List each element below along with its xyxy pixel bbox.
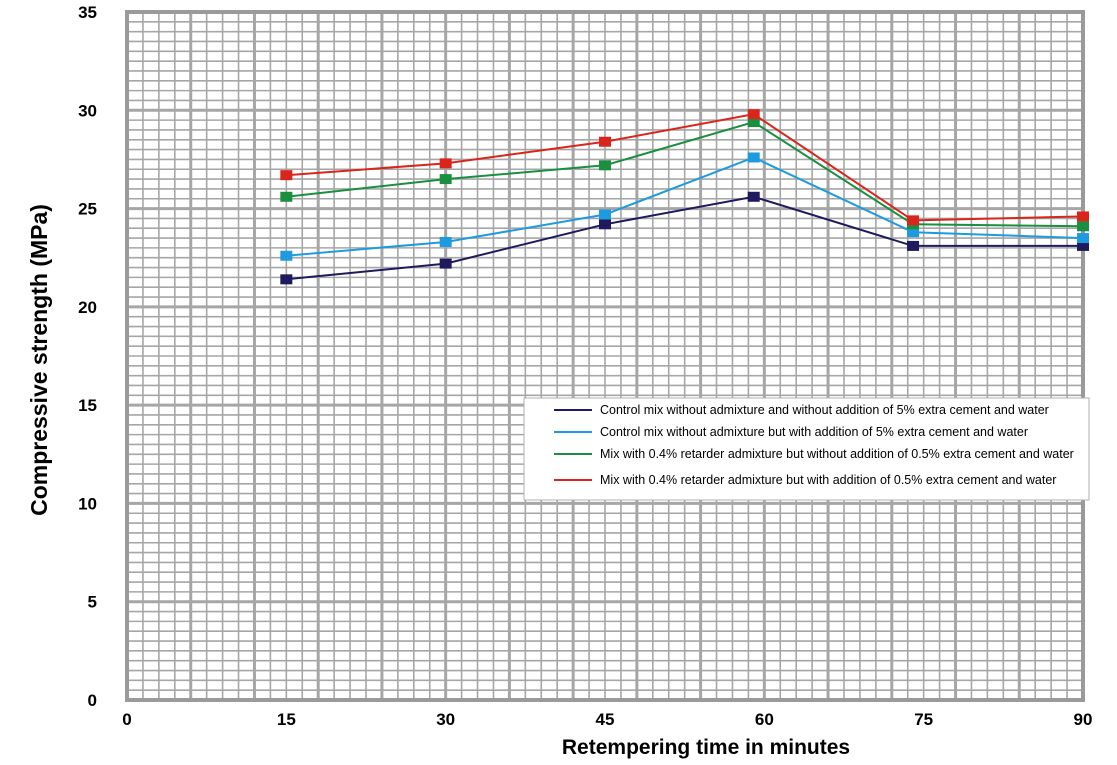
data-point [280,250,293,261]
legend-label: Control mix without admixture but with a… [600,425,1028,439]
x-tick-label: 0 [122,710,131,729]
y-tick-label: 10 [78,494,97,513]
y-tick-label: 15 [78,396,97,415]
series-group [280,109,1089,285]
data-point [599,136,611,147]
data-point [599,219,611,230]
data-point [747,109,760,120]
data-point [1077,211,1089,222]
y-tick-label: 5 [88,593,97,612]
data-point [599,209,611,220]
data-point [439,236,452,247]
data-point [747,152,760,163]
x-tick-label: 45 [596,710,615,729]
series-4 [280,109,1089,226]
grid [125,10,1085,702]
data-point [439,258,452,269]
y-axis-title: Compressive strength (MPa) [26,204,52,516]
x-axis-title: Retempering time in minutes [562,736,850,759]
x-tick-label: 90 [1074,710,1093,729]
y-tick-label: 0 [88,691,97,710]
data-point [439,174,452,185]
data-point [280,274,293,285]
x-tick-label: 60 [755,710,774,729]
y-tick-label: 20 [78,298,97,317]
legend-label: Mix with 0.4% retarder admixture but wit… [600,447,1074,461]
series-2 [280,152,1089,261]
series-1 [280,191,1089,285]
data-point [907,227,920,238]
data-point [280,170,293,181]
axes: 0 5 10 15 20 25 30 35 0 15 30 45 60 75 90 [78,3,1092,729]
y-tick-label: 25 [78,200,97,219]
legend: Control mix without admixture and withou… [523,397,1090,501]
data-point [1077,221,1089,232]
series-line [286,195,1083,281]
y-tick-label: 35 [78,3,97,22]
legend-box [523,397,1090,501]
x-tick-label: 75 [914,710,933,729]
data-point [280,191,293,202]
series-line [286,113,1084,222]
x-tick-label: 15 [277,710,296,729]
data-point [747,117,760,128]
legend-label: Mix with 0.4% retarder admixture but wit… [600,473,1056,487]
series-line [286,156,1084,257]
data-point [599,160,611,171]
data-point [1077,233,1089,244]
y-tick-label: 30 [78,101,97,120]
data-point [439,158,452,169]
legend-label: Control mix without admixture and withou… [600,403,1049,417]
data-point [907,240,920,251]
x-tick-label: 30 [436,710,455,729]
series-line [286,121,1084,228]
data-point [1077,240,1089,251]
plot-frame [125,10,1085,702]
data-point [747,191,760,202]
data-point [907,215,920,226]
